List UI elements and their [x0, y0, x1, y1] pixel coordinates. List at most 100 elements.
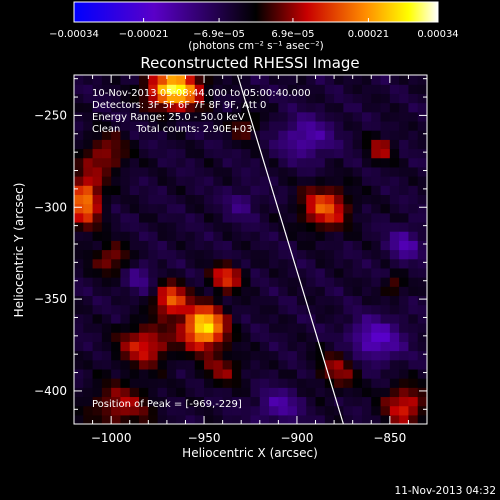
heatmap-pixel: [306, 378, 317, 388]
heatmap-pixel: [306, 221, 317, 232]
heatmap-pixel: [241, 368, 252, 379]
heatmap-pixel: [306, 258, 317, 269]
heatmap-pixel: [259, 378, 270, 388]
heatmap-pixel: [278, 414, 289, 424]
heatmap-pixel: [74, 221, 84, 232]
heatmap-pixel: [101, 350, 112, 361]
heatmap-pixel: [408, 130, 419, 140]
heatmap-pixel: [185, 396, 196, 407]
heatmap-pixel: [241, 249, 252, 260]
heatmap-pixel: [334, 277, 344, 287]
heatmap-pixel: [204, 405, 214, 416]
heatmap-pixel: [176, 231, 187, 241]
heatmap-pixel: [334, 341, 344, 352]
heatmap-pixel: [269, 120, 279, 131]
heatmap-pixel: [250, 75, 261, 85]
heatmap-pixel: [157, 185, 168, 195]
heatmap-pixel: [324, 84, 335, 94]
heatmap-pixel: [204, 341, 214, 352]
heatmap-pixel: [111, 322, 122, 333]
heatmap-pixel: [408, 102, 419, 113]
heatmap-pixel: [408, 267, 419, 278]
heatmap-pixel: [92, 359, 103, 370]
heatmap-pixel: [315, 157, 326, 168]
heatmap-pixel: [148, 378, 159, 388]
heatmap-pixel: [269, 111, 279, 122]
heatmap-pixel: [389, 111, 400, 122]
heatmap-pixel: [343, 277, 354, 287]
heatmap-pixel: [222, 405, 233, 416]
heatmap-pixel: [324, 295, 335, 306]
heatmap-pixel: [204, 111, 214, 122]
heatmap-pixel: [222, 341, 233, 352]
heatmap-pixel: [194, 359, 205, 370]
heatmap-pixel: [111, 203, 122, 214]
heatmap-pixel: [185, 111, 196, 122]
heatmap-pixel: [157, 221, 168, 232]
heatmap-pixel: [408, 414, 419, 424]
heatmap-pixel: [389, 414, 400, 424]
heatmap-pixel: [231, 221, 242, 232]
heatmap-pixel: [250, 322, 261, 333]
heatmap-pixel: [259, 258, 270, 269]
heatmap-pixel: [380, 111, 391, 122]
heatmap-pixel: [111, 396, 122, 407]
heatmap-pixel: [139, 120, 149, 131]
heatmap-pixel: [101, 286, 112, 297]
heatmap-pixel: [101, 332, 112, 342]
heatmap-pixel: [111, 75, 122, 85]
heatmap-pixel: [194, 295, 205, 306]
heatmap-pixel: [148, 350, 159, 361]
heatmap-pixel: [324, 405, 335, 416]
heatmap-pixel: [343, 240, 354, 251]
heatmap-pixel: [306, 414, 317, 424]
heatmap-pixel: [296, 75, 307, 85]
heatmap-pixel: [343, 258, 354, 269]
heatmap-pixel: [324, 157, 335, 168]
heatmap-pixel: [101, 139, 112, 150]
heatmap-pixel: [241, 111, 252, 122]
heatmap-pixel: [361, 212, 372, 223]
heatmap-pixel: [352, 111, 363, 122]
heatmap-pixel: [361, 75, 372, 85]
heatmap-pixel: [389, 93, 400, 104]
heatmap-pixel: [343, 176, 354, 186]
heatmap-pixel: [148, 368, 159, 379]
heatmap-pixel: [259, 194, 270, 205]
heatmap-pixel: [129, 139, 140, 150]
heatmap-pixel: [185, 368, 196, 379]
heatmap-pixel: [296, 212, 307, 223]
heatmap-pixel: [287, 240, 298, 251]
y-tick-label: −350: [34, 292, 67, 306]
heatmap-pixel: [408, 139, 419, 150]
heatmap-pixel: [324, 221, 335, 232]
heatmap-pixel: [334, 286, 344, 297]
heatmap-pixel: [324, 212, 335, 223]
heatmap-pixel: [389, 130, 400, 140]
heatmap-pixel: [259, 148, 270, 159]
annotation-time-range: 10-Nov-2013 05:08:44.000 to 05:00:40.000: [92, 88, 311, 99]
heatmap-pixel: [148, 130, 159, 140]
heatmap-pixel: [389, 387, 400, 398]
heatmap-pixel: [222, 387, 233, 398]
heatmap-pixel: [352, 267, 363, 278]
heatmap-pixel: [408, 295, 419, 306]
heatmap-pixel: [343, 111, 354, 122]
heatmap-pixel: [204, 249, 214, 260]
heatmap-pixel: [417, 148, 427, 159]
heatmap-pixel: [259, 322, 270, 333]
colorbar-ticks: −0.00034 −0.00021 −6.9e−05 6.9e−05 0.00021 0.…: [49, 18, 459, 40]
heatmap-pixel: [380, 405, 391, 416]
heatmap-pixel: [213, 139, 224, 150]
heatmap-pixel: [166, 84, 177, 94]
heatmap-pixel: [361, 341, 372, 352]
heatmap-pixel: [315, 277, 326, 287]
heatmap-pixel: [176, 75, 187, 85]
heatmap-pixel: [185, 176, 196, 186]
heatmap-pixel: [129, 166, 140, 177]
heatmap-pixel: [92, 277, 103, 287]
heatmap-pixel: [417, 185, 427, 195]
heatmap-pixel: [194, 240, 205, 251]
heatmap-pixel: [315, 322, 326, 333]
heatmap-pixel: [92, 341, 103, 352]
